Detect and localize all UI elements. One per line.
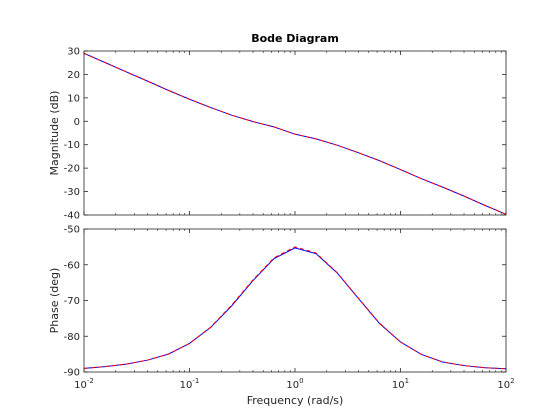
x-tick-label: 10-2 <box>74 377 94 391</box>
y-tick-label: -60 <box>64 260 80 271</box>
x-tick-label: 100 <box>286 377 303 391</box>
panel-magnitude: 30 20 10 0 -10 -20 -30 -40 Magnitude (dB) <box>48 47 507 222</box>
series-line-red <box>83 246 507 370</box>
y-tick-label: 0 <box>74 117 80 128</box>
x-tick-label: 10-1 <box>180 377 200 391</box>
x-tick-label: 102 <box>497 377 514 391</box>
panel-phase: -50 -60 -70 -80 -90 Phase (deg) <box>48 225 507 379</box>
y-tick-label: 30 <box>67 47 80 58</box>
y-tick-label: -90 <box>64 368 80 379</box>
series-line-red <box>83 52 507 215</box>
y-tick-label: -20 <box>64 164 80 175</box>
y-axis-label: Magnitude (dB) <box>48 91 61 176</box>
y-axis-label: Phase (deg) <box>48 268 61 334</box>
y-tick-label: 10 <box>67 93 80 104</box>
y-tick-label: -70 <box>64 296 80 307</box>
x-tick-label: 101 <box>392 377 409 391</box>
y-tick-label: 20 <box>67 70 80 81</box>
y-tick-label: -10 <box>64 140 80 151</box>
x-axis-label: Frequency (rad/s) <box>247 394 344 407</box>
chart-title: Bode Diagram <box>251 32 339 45</box>
y-tick-label: -50 <box>64 225 80 236</box>
y-tick-label: -80 <box>64 332 80 343</box>
y-tick-label: -40 <box>64 211 80 222</box>
y-tick-label: -30 <box>64 187 80 198</box>
